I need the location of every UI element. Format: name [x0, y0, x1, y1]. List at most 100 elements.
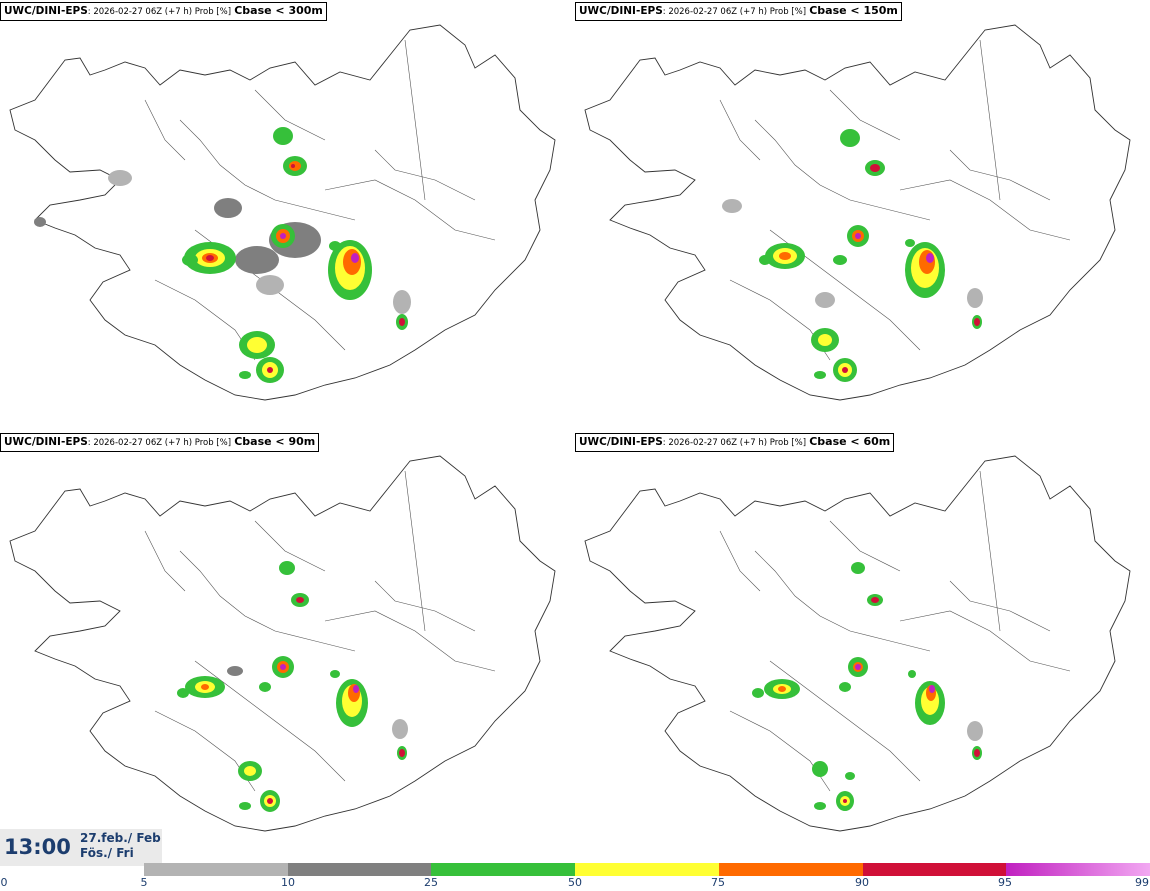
region-boundary [254, 89, 326, 141]
colorbar-segment [144, 863, 289, 876]
iceland-map [584, 24, 1131, 401]
probability-area [871, 597, 879, 603]
probability-area [779, 252, 791, 260]
probability-area [839, 682, 851, 692]
probability-area [759, 255, 771, 265]
region-boundary [829, 520, 901, 572]
iceland-map [9, 24, 556, 401]
valid-time-box: 13:00 27.feb./ Feb Fös./ Fri [0, 829, 162, 866]
probability-area [393, 290, 411, 314]
probability-area [280, 233, 286, 239]
probability-area [227, 666, 243, 676]
region-boundary [404, 39, 426, 201]
probability-area [842, 367, 848, 373]
colorbar-segment [862, 863, 1007, 876]
probability-area [908, 670, 916, 678]
coastline [9, 24, 556, 401]
colorbar-segment [287, 863, 432, 876]
region-boundary [324, 179, 496, 241]
date-line: 27.feb./ Feb [80, 831, 161, 845]
probability-area [244, 766, 256, 776]
valid-time-date: 27.feb./ Feb Fös./ Fri [80, 831, 161, 861]
probability-area [919, 250, 935, 274]
probability-area [239, 802, 251, 810]
region-boundary [949, 149, 1051, 201]
probability-area [330, 670, 340, 678]
region-boundary [899, 610, 1071, 672]
region-boundary [754, 550, 931, 652]
probability-area [722, 199, 742, 213]
probability-area [182, 254, 198, 266]
colorbar-tick-label: 95 [998, 876, 1012, 889]
probability-area [239, 371, 251, 379]
region-boundary [719, 530, 761, 592]
probability-area [273, 127, 293, 145]
coastline [584, 455, 1131, 832]
probability-area [392, 719, 408, 739]
probability-area [845, 772, 855, 780]
probability-area [206, 255, 214, 261]
probability-area [814, 802, 826, 810]
probability-area [855, 233, 861, 239]
probability-area [926, 253, 934, 263]
iceland-map [584, 455, 1131, 832]
probability-area [815, 292, 835, 308]
panel-title: UWC/DINI-EPS: 2026-02-27 06Z (+7 h) Prob… [0, 2, 327, 21]
probability-area [267, 798, 273, 804]
region-boundary [754, 119, 931, 221]
probability-area [177, 688, 189, 698]
region-boundary [144, 530, 186, 592]
probability-area [259, 682, 271, 692]
probability-area [235, 246, 279, 274]
colorbar-tick-label: 0 [0, 876, 8, 889]
coastline [584, 24, 1131, 401]
probability-area [399, 749, 405, 757]
region-boundary [404, 470, 426, 632]
region-boundary [179, 119, 356, 221]
region-boundary [979, 470, 1001, 632]
probability-area [818, 334, 832, 346]
probability-area [974, 318, 980, 326]
colorbar-segment [1006, 863, 1150, 876]
day-line: Fös./ Fri [80, 846, 134, 860]
probability-area [279, 561, 295, 575]
probability-area [256, 275, 284, 295]
region-boundary [769, 660, 921, 782]
probability-area [267, 367, 273, 373]
probability-area [814, 371, 826, 379]
colorbar-tick-label: 75 [711, 876, 725, 889]
probability-area [851, 562, 865, 574]
probability-area [833, 255, 847, 265]
colorbar-segment [431, 863, 576, 876]
probability-area [296, 597, 304, 603]
colorbar-tick-label: 10 [281, 876, 295, 889]
colorbar-tick-label: 25 [424, 876, 438, 889]
probability-area [967, 721, 983, 741]
colorbar-tick-label: 90 [855, 876, 869, 889]
map-panel-cbase-90: UWC/DINI-EPS: 2026-02-27 06Z (+7 h) Prob… [0, 431, 575, 871]
map-panel-cbase-150: UWC/DINI-EPS: 2026-02-27 06Z (+7 h) Prob… [575, 0, 1150, 440]
probability-area [291, 164, 295, 168]
region-boundary [979, 39, 1001, 201]
probability-area [34, 217, 46, 227]
colorbar-tick-label: 5 [140, 876, 148, 889]
region-boundary [899, 179, 1071, 241]
panel-title: UWC/DINI-EPS: 2026-02-27 06Z (+7 h) Prob… [575, 2, 902, 21]
probability-area [905, 239, 915, 247]
colorbar-tick-label: 50 [568, 876, 582, 889]
probability-area [329, 241, 341, 251]
iceland-map [9, 455, 556, 832]
probability-area [812, 761, 828, 777]
probability-area [247, 337, 267, 353]
probability-area [752, 688, 764, 698]
colorbar-segment [575, 863, 720, 876]
region-boundary [949, 580, 1051, 632]
region-boundary [829, 89, 901, 141]
region-boundary [144, 99, 186, 161]
colorbar-tick-label: 99 [1135, 876, 1149, 889]
probability-area [343, 249, 361, 275]
map-panel-cbase-60: UWC/DINI-EPS: 2026-02-27 06Z (+7 h) Prob… [575, 431, 1150, 871]
region-boundary [374, 149, 476, 201]
region-boundary [719, 99, 761, 161]
valid-time-clock: 13:00 [4, 835, 71, 859]
